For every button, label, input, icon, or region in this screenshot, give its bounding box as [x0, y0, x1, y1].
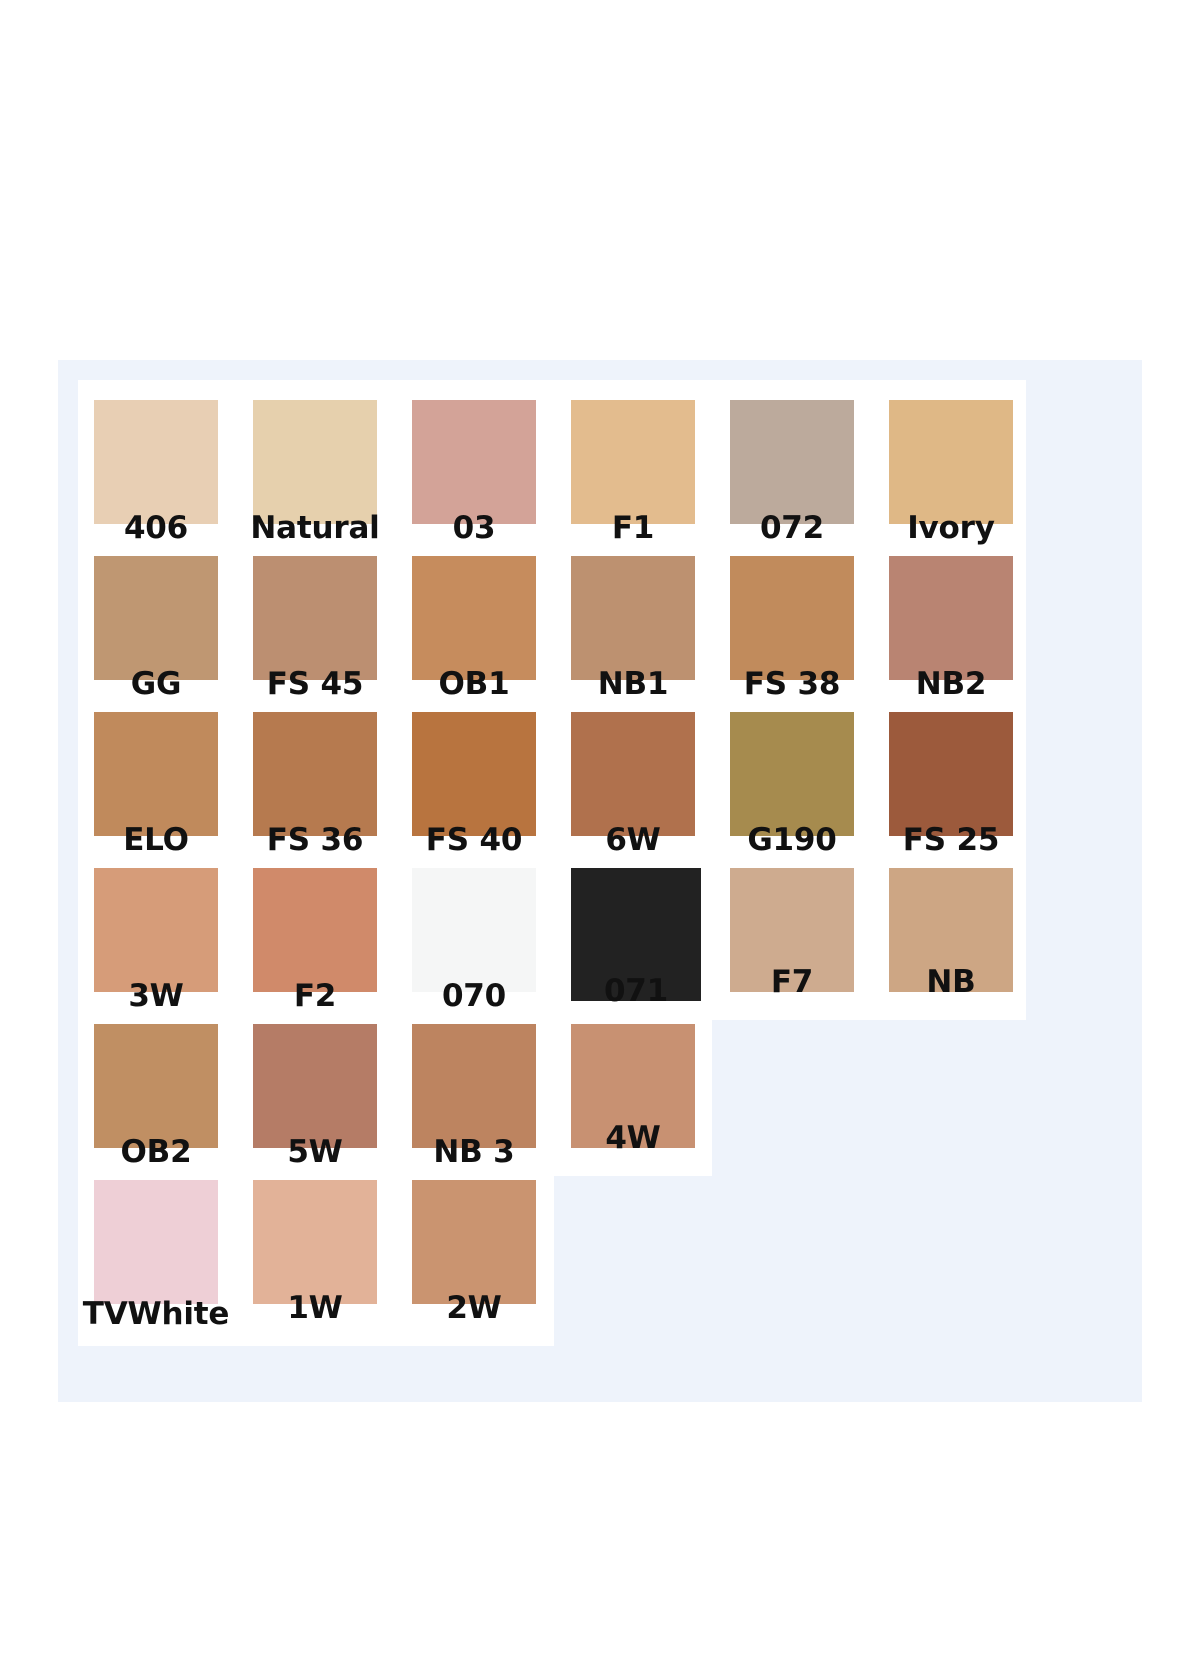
swatch-label: 070 [441, 978, 507, 1014]
swatch-2w[interactable]: 2W [412, 1180, 536, 1324]
swatch-card-main [78, 380, 1026, 1020]
swatch-5w[interactable]: 5W [253, 1024, 377, 1168]
swatch-1w[interactable]: 1W [253, 1180, 377, 1324]
swatch-row: TVWhite 1W 2W [83, 1180, 1094, 1332]
swatch-gg[interactable]: GG [94, 556, 218, 700]
swatch-label: TVWhite [82, 1296, 230, 1332]
swatch-071[interactable]: 071 [571, 868, 701, 1007]
swatch-label: OB2 [120, 1134, 192, 1170]
swatch-label: 1W [287, 1290, 343, 1326]
swatch-label: G190 [747, 822, 837, 858]
swatch-3w[interactable]: 3W [94, 868, 218, 1012]
swatch-label: NB1 [597, 666, 669, 702]
swatch-label: F7 [770, 964, 814, 1000]
swatch-row: 3W F2 070 071 F7 NB [94, 868, 1094, 1020]
swatch-row: 406 Natural 03 F1 072 Ivory [94, 400, 1094, 552]
swatch-label: NB2 [915, 666, 987, 702]
swatch-406[interactable]: 406 [94, 400, 218, 544]
swatch-label: GG [130, 666, 182, 702]
swatch-elo[interactable]: ELO [94, 712, 218, 856]
swatch-label: 6W [605, 822, 661, 858]
swatch-label: 406 [123, 510, 189, 546]
swatch-label: Ivory [907, 510, 995, 546]
swatch-fs-38[interactable]: FS 38 [730, 556, 854, 700]
swatch-label: F1 [611, 510, 655, 546]
swatch-label: FS 40 [425, 822, 523, 858]
swatch-4w[interactable]: 4W [571, 1024, 695, 1154]
swatch-label: 4W [605, 1120, 661, 1156]
swatch-03[interactable]: 03 [412, 400, 536, 544]
swatch-label: NB 3 [433, 1134, 515, 1170]
swatch-070[interactable]: 070 [412, 868, 536, 1012]
swatch-label: ELO [123, 822, 189, 858]
swatch-label: 5W [287, 1134, 343, 1170]
swatch-tvwhite[interactable]: TVWhite [83, 1180, 229, 1330]
swatch-072[interactable]: 072 [730, 400, 854, 544]
swatch-nb-3[interactable]: NB 3 [412, 1024, 536, 1168]
swatch-fs-40[interactable]: FS 40 [412, 712, 536, 856]
swatch-nb[interactable]: NB [889, 868, 1013, 998]
swatch-row: ELO FS 36 FS 40 6W G190 FS 25 [94, 712, 1094, 864]
swatch-label: FS 36 [266, 822, 364, 858]
swatch-row: OB2 5W NB 3 4W [94, 1024, 1094, 1176]
swatch-label: NB [926, 964, 976, 1000]
swatch-grid: 406 Natural 03 F1 072 Ivory GG FS 45 OB1 NB1 FS 38… [83, 400, 1094, 1360]
swatch-label: FS 25 [902, 822, 1000, 858]
swatch-label: 03 [452, 510, 496, 546]
swatch-f1[interactable]: F1 [571, 400, 695, 544]
swatch-f7[interactable]: F7 [730, 868, 854, 998]
swatch-label: Natural [250, 510, 380, 546]
swatch-ob1[interactable]: OB1 [412, 556, 536, 700]
swatch-label: F2 [293, 978, 337, 1014]
swatch-nb1[interactable]: NB1 [571, 556, 695, 700]
swatch-row: GG FS 45 OB1 NB1 FS 38 NB2 [94, 556, 1094, 708]
swatch-fs-25[interactable]: FS 25 [889, 712, 1013, 856]
swatch-fs-45[interactable]: FS 45 [253, 556, 377, 700]
swatch-g190[interactable]: G190 [730, 712, 854, 856]
swatch-label: 071 [603, 973, 669, 1009]
swatch-label: OB1 [438, 666, 510, 702]
swatch-nb2[interactable]: NB2 [889, 556, 1013, 700]
swatch-label: 2W [446, 1290, 502, 1326]
swatch-label: 072 [759, 510, 825, 546]
swatch-f2[interactable]: F2 [253, 868, 377, 1012]
swatch-natural[interactable]: Natural [250, 400, 380, 544]
swatch-label: FS 38 [743, 666, 841, 702]
swatch-ob2[interactable]: OB2 [94, 1024, 218, 1168]
swatch-ivory[interactable]: Ivory [889, 400, 1013, 544]
swatch-label: FS 45 [266, 666, 364, 702]
swatch-6w[interactable]: 6W [571, 712, 695, 856]
swatch-fs-36[interactable]: FS 36 [253, 712, 377, 856]
swatch-label: 3W [128, 978, 184, 1014]
